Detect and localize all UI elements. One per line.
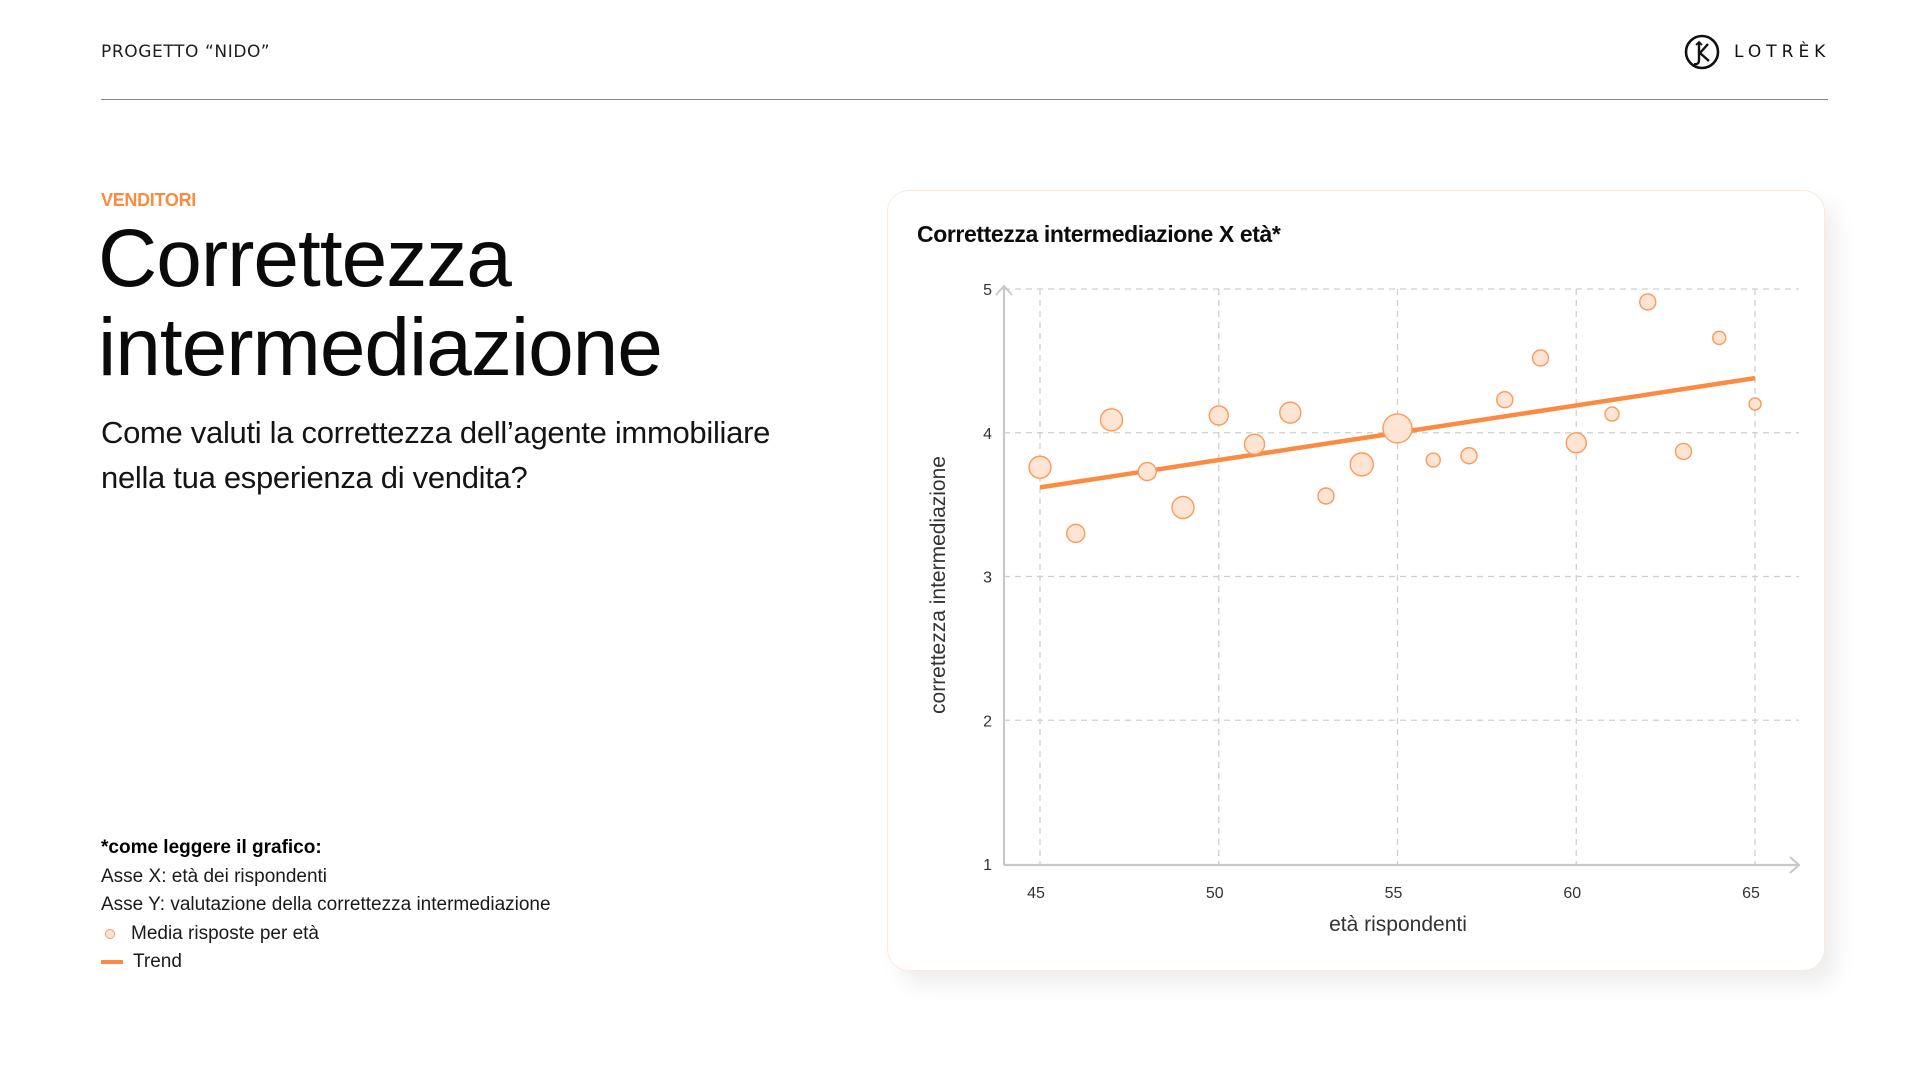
legend-label: Media risposte per età	[131, 922, 319, 944]
y-tick-label: 5	[983, 282, 992, 299]
question-subtitle: Come valuti la correttezza dell’agente i…	[101, 415, 771, 495]
data-bubble	[1243, 433, 1266, 455]
data-bubble	[1674, 442, 1693, 461]
data-bubble	[1349, 452, 1374, 477]
y-tick-label: 2	[983, 713, 992, 730]
x-axis-label: età rispondenti	[1329, 913, 1467, 936]
data-bubble	[1099, 408, 1124, 432]
page-title-line1: Correttezza	[98, 213, 512, 304]
data-bubble	[1565, 432, 1587, 454]
data-bubble	[1425, 452, 1441, 468]
data-bubble	[1279, 401, 1302, 424]
x-tick-label: 45	[1027, 885, 1045, 902]
section-eyebrow: VENDITORI	[101, 190, 196, 210]
x-tick-label: 65	[1742, 885, 1760, 902]
data-bubble	[1137, 461, 1157, 482]
page-title-line2: intermediazione	[98, 302, 663, 393]
lotrek-logo-icon	[1684, 34, 1720, 70]
legend-item-trend: Trend	[101, 948, 551, 977]
notes-title: *come leggere il grafico:	[101, 837, 322, 858]
notes-x-axis: Asse X: età dei rispondenti	[101, 865, 328, 887]
x-tick-label: 55	[1385, 885, 1403, 902]
data-bubble	[1496, 390, 1514, 409]
logo-text: LOTRÈK	[1734, 42, 1831, 62]
page-title: Correttezza intermediazione	[98, 213, 663, 393]
data-bubble	[1639, 293, 1657, 311]
logo: LOTRÈK	[1684, 34, 1830, 70]
y-tick-label: 1	[983, 857, 992, 874]
data-bubble	[1531, 349, 1550, 367]
y-tick-label: 3	[983, 570, 992, 587]
x-tick-label: 50	[1206, 885, 1224, 902]
chart-reading-notes: *come leggere il grafico: Asse X: età de…	[101, 834, 551, 977]
grid	[1004, 288, 1799, 865]
y-axis-arrow-icon	[995, 284, 1013, 296]
data-bubble	[1712, 330, 1727, 346]
header-project-title: PROGETTO “NIDO”	[101, 42, 271, 62]
header-divider	[101, 99, 1828, 100]
data-bubble	[1317, 487, 1335, 505]
legend-item-bubble: Media risposte per età	[101, 920, 551, 949]
chart-title: Correttezza intermediazione X età*	[917, 221, 1281, 247]
data-bubble	[1748, 397, 1762, 411]
notes-y-axis: Asse Y: valutazione della correttezza in…	[101, 894, 551, 915]
x-axis-arrow-icon	[1789, 856, 1801, 874]
y-axis-label: correttezza intermediazione	[927, 456, 950, 714]
data-bubble	[1460, 447, 1478, 465]
y-tick-label: 4	[983, 426, 992, 443]
data-bubble	[1208, 405, 1229, 426]
data-bubble	[1028, 455, 1052, 479]
bubbles	[1028, 293, 1762, 544]
trend-line-legend-icon	[101, 960, 123, 965]
data-bubble	[1604, 406, 1620, 422]
data-bubble	[1066, 523, 1086, 544]
legend-label: Trend	[133, 951, 182, 972]
data-bubble	[1171, 495, 1195, 520]
axes	[995, 284, 1801, 874]
x-tick-label: 60	[1563, 885, 1581, 902]
data-bubble	[1382, 413, 1413, 444]
bubble-legend-icon	[105, 928, 115, 939]
